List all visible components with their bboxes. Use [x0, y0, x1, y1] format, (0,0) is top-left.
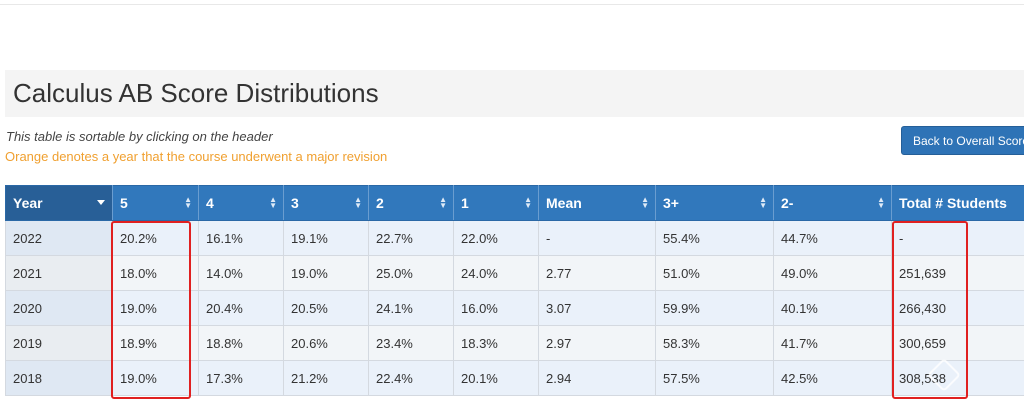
- cell-score-5: 18.9%: [112, 325, 199, 361]
- cell-score-2: 24.1%: [368, 290, 454, 326]
- cell-year: 2021: [5, 255, 113, 291]
- cell-2-minus: 44.7%: [773, 220, 892, 256]
- sort-arrows-icon: ▲ ▼: [354, 195, 362, 210]
- table-row: 2018 19.0% 17.3% 21.2% 22.4% 20.1% 2.94 …: [5, 360, 1024, 396]
- cell-score-1: 20.1%: [453, 360, 539, 396]
- back-to-overall-scores-button[interactable]: Back to Overall Scores: [901, 126, 1024, 155]
- revision-note: Orange denotes a year that the course un…: [5, 149, 388, 164]
- cell-2-minus: 42.5%: [773, 360, 892, 396]
- cell-score-4: 16.1%: [198, 220, 284, 256]
- cell-score-1: 16.0%: [453, 290, 539, 326]
- sortable-note: This table is sortable by clicking on th…: [6, 129, 273, 144]
- header-label: 3: [291, 195, 299, 211]
- cell-total-students: 251,639: [891, 255, 1024, 291]
- header-total-students[interactable]: Total # Students: [891, 185, 1024, 221]
- top-divider: [0, 0, 1024, 5]
- cell-3-plus: 51.0%: [655, 255, 774, 291]
- cell-score-3: 21.2%: [283, 360, 369, 396]
- cell-mean: 2.77: [538, 255, 656, 291]
- header-label: Year: [13, 195, 43, 211]
- table-row: 2022 20.2% 16.1% 19.1% 22.7% 22.0% - 55.…: [5, 220, 1024, 256]
- cell-score-5: 19.0%: [112, 290, 199, 326]
- score-distribution-table: Year 5 ▲ ▼ 4 ▲ ▼ 3 ▲ ▼ 2 ▲ ▼ 1 ▲ ▼: [5, 185, 1024, 396]
- header-label: 1: [461, 195, 469, 211]
- cell-year: 2019: [5, 325, 113, 361]
- header-score-5[interactable]: 5 ▲ ▼: [112, 185, 199, 221]
- cell-score-2: 25.0%: [368, 255, 454, 291]
- header-score-1[interactable]: 1 ▲ ▼: [453, 185, 539, 221]
- header-label: 2: [376, 195, 384, 211]
- sort-arrows-icon: ▲ ▼: [641, 195, 649, 210]
- sort-arrows-icon: ▲ ▼: [759, 195, 767, 210]
- highlight-box-score-5-column: [111, 221, 191, 399]
- cell-3-plus: 58.3%: [655, 325, 774, 361]
- title-band: Calculus AB Score Distributions: [5, 70, 1024, 117]
- header-label: Mean: [546, 195, 582, 211]
- header-score-2[interactable]: 2 ▲ ▼: [368, 185, 454, 221]
- cell-score-2: 22.4%: [368, 360, 454, 396]
- header-score-3[interactable]: 3 ▲ ▼: [283, 185, 369, 221]
- cell-2-minus: 49.0%: [773, 255, 892, 291]
- table-row: 2020 19.0% 20.4% 20.5% 24.1% 16.0% 3.07 …: [5, 290, 1024, 326]
- cell-3-plus: 59.9%: [655, 290, 774, 326]
- header-3-plus[interactable]: 3+ ▲ ▼: [655, 185, 774, 221]
- cell-score-3: 19.0%: [283, 255, 369, 291]
- header-label: 4: [206, 195, 214, 211]
- cell-total-students: 300,659: [891, 325, 1024, 361]
- header-label: 2-: [781, 195, 794, 211]
- cell-score-4: 18.8%: [198, 325, 284, 361]
- highlight-box-total-students-column: [892, 221, 968, 399]
- cell-score-5: 19.0%: [112, 360, 199, 396]
- cell-score-2: 22.7%: [368, 220, 454, 256]
- sort-arrows-icon: ▲ ▼: [184, 195, 192, 210]
- header-year[interactable]: Year: [5, 185, 113, 221]
- header-label: Total # Students: [899, 195, 1007, 211]
- header-2-minus[interactable]: 2- ▲ ▼: [773, 185, 892, 221]
- cell-mean: 3.07: [538, 290, 656, 326]
- cell-score-4: 14.0%: [198, 255, 284, 291]
- cell-year: 2020: [5, 290, 113, 326]
- cell-mean: 2.94: [538, 360, 656, 396]
- cell-mean: 2.97: [538, 325, 656, 361]
- cell-score-1: 18.3%: [453, 325, 539, 361]
- cell-total-students: 308,538: [891, 360, 1024, 396]
- cell-score-3: 20.5%: [283, 290, 369, 326]
- table-row: 2019 18.9% 18.8% 20.6% 23.4% 18.3% 2.97 …: [5, 325, 1024, 361]
- cell-total-students: -: [891, 220, 1024, 256]
- page-title: Calculus AB Score Distributions: [13, 78, 379, 108]
- watermark-logo-icon: [927, 357, 1022, 397]
- cell-score-3: 20.6%: [283, 325, 369, 361]
- cell-score-2: 23.4%: [368, 325, 454, 361]
- cell-year: 2022: [5, 220, 113, 256]
- header-label: 5: [120, 195, 128, 211]
- cell-2-minus: 40.1%: [773, 290, 892, 326]
- cell-3-plus: 55.4%: [655, 220, 774, 256]
- header-label: 3+: [663, 195, 679, 211]
- cell-score-1: 22.0%: [453, 220, 539, 256]
- cell-2-minus: 41.7%: [773, 325, 892, 361]
- cell-score-4: 17.3%: [198, 360, 284, 396]
- cell-mean: -: [538, 220, 656, 256]
- cell-year: 2018: [5, 360, 113, 396]
- cell-3-plus: 57.5%: [655, 360, 774, 396]
- cell-score-1: 24.0%: [453, 255, 539, 291]
- sort-down-icon: [97, 200, 105, 205]
- header-score-4[interactable]: 4 ▲ ▼: [198, 185, 284, 221]
- header-mean[interactable]: Mean ▲ ▼: [538, 185, 656, 221]
- sort-arrows-icon: ▲ ▼: [269, 195, 277, 210]
- cell-score-3: 19.1%: [283, 220, 369, 256]
- sort-arrows-icon: ▲ ▼: [524, 195, 532, 210]
- cell-score-5: 20.2%: [112, 220, 199, 256]
- cell-score-4: 20.4%: [198, 290, 284, 326]
- sort-arrows-icon: ▲ ▼: [439, 195, 447, 210]
- table-header-row: Year 5 ▲ ▼ 4 ▲ ▼ 3 ▲ ▼ 2 ▲ ▼ 1 ▲ ▼: [5, 185, 1024, 221]
- cell-score-5: 18.0%: [112, 255, 199, 291]
- sort-arrows-icon: ▲ ▼: [877, 195, 885, 210]
